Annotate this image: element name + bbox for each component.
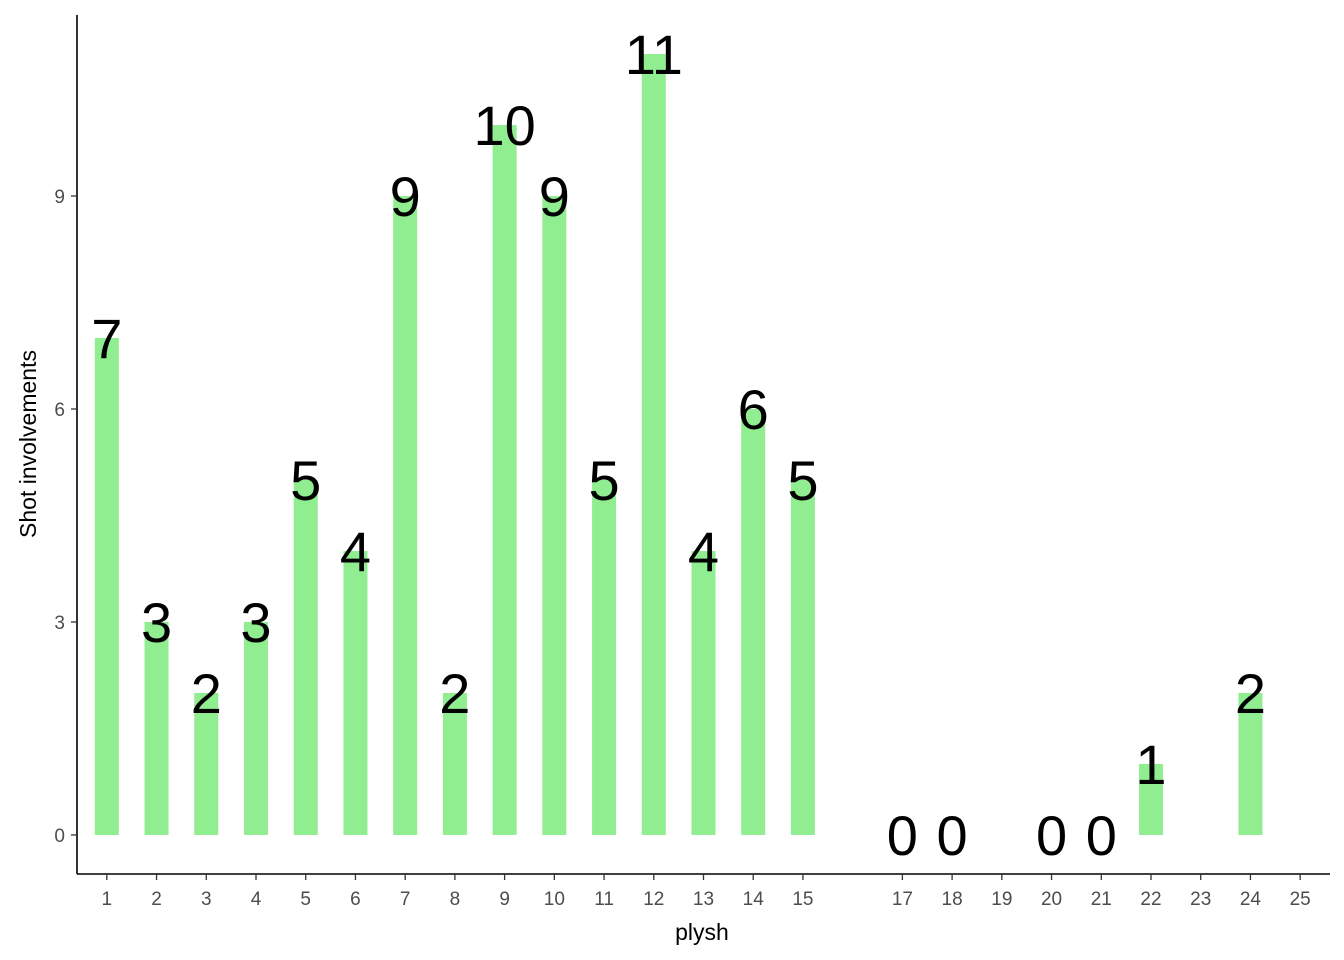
x-tick-label: 17: [892, 889, 913, 910]
x-axis-title: plysh: [675, 919, 729, 945]
data-label-14: 6: [738, 378, 769, 441]
bar-14: [741, 409, 766, 835]
x-tick-label: 14: [743, 889, 765, 910]
y-tick-label: 6: [54, 400, 65, 421]
bar-4: [244, 621, 268, 835]
bar-8: [442, 692, 467, 835]
data-label-12: 11: [625, 23, 683, 86]
data-label-2: 3: [141, 591, 172, 654]
data-label-6: 4: [340, 520, 371, 583]
data-label-1: 7: [91, 307, 122, 370]
data-label-11: 5: [588, 449, 619, 512]
bar-22: [1139, 763, 1163, 835]
data-label-8: 2: [439, 662, 470, 725]
bars-group: [94, 54, 1263, 835]
x-tick-label: 10: [544, 889, 565, 910]
data-label-20: 0: [1036, 804, 1067, 867]
bar-11: [592, 479, 617, 835]
y-tick-label: 3: [54, 613, 65, 634]
x-tick-label: 1: [102, 889, 113, 910]
bar-12: [641, 54, 666, 835]
x-tick-label: 6: [350, 889, 361, 910]
x-tick-label: 23: [1190, 889, 1211, 910]
x-tick-label: 12: [643, 889, 664, 910]
x-ticks-group: 1 2 3 4 5 6 7 8 9 10 11 12 13 14 15 17 18 19 20 21 22 23 24 25: [102, 874, 1311, 910]
bar-9: [492, 125, 517, 835]
bar-13: [691, 550, 716, 835]
x-tick-label: 5: [300, 889, 311, 910]
bar-24: [1238, 692, 1263, 835]
y-ticks-group: 0 3 6 9: [54, 187, 77, 847]
x-tick-label: 2: [151, 889, 162, 910]
x-tick-label: 19: [991, 889, 1012, 910]
data-label-22: 1: [1135, 733, 1166, 796]
x-tick-label: 13: [693, 889, 714, 910]
data-label-4: 3: [240, 591, 271, 654]
x-tick-label: 4: [251, 889, 262, 910]
bar-5: [293, 479, 318, 835]
x-tick-label: 20: [1041, 889, 1062, 910]
x-tick-label: 15: [792, 889, 813, 910]
data-label-17: 0: [887, 804, 918, 867]
y-tick-label: 9: [54, 187, 65, 208]
y-tick-label: 0: [54, 826, 65, 847]
x-tick-label: 3: [201, 889, 212, 910]
x-tick-label: 9: [499, 889, 510, 910]
data-label-13: 4: [688, 520, 719, 583]
bar-6: [343, 550, 368, 835]
x-tick-label: 11: [594, 889, 614, 910]
x-tick-label: 7: [400, 889, 411, 910]
data-label-10: 9: [539, 165, 570, 228]
x-tick-label: 22: [1140, 889, 1161, 910]
x-tick-label: 8: [450, 889, 461, 910]
x-tick-label: 21: [1091, 889, 1112, 910]
bar-2: [144, 621, 169, 835]
data-label-3: 2: [191, 662, 222, 725]
data-label-15: 5: [787, 449, 818, 512]
x-tick-label: 18: [942, 889, 963, 910]
bar-10: [542, 196, 567, 835]
bar-7: [393, 196, 418, 835]
data-label-7: 9: [390, 165, 421, 228]
data-label-9: 10: [473, 94, 535, 157]
data-label-24: 2: [1235, 662, 1266, 725]
data-label-18: 0: [937, 804, 968, 867]
data-label-5: 5: [290, 449, 321, 512]
data-label-21: 0: [1086, 804, 1117, 867]
bar-1: [94, 338, 119, 835]
x-tick-label: 25: [1290, 889, 1311, 910]
bar-15: [790, 479, 815, 835]
x-tick-label: 24: [1240, 889, 1262, 910]
y-axis-title: Shot involvements: [15, 350, 41, 538]
bar-3: [194, 692, 219, 835]
